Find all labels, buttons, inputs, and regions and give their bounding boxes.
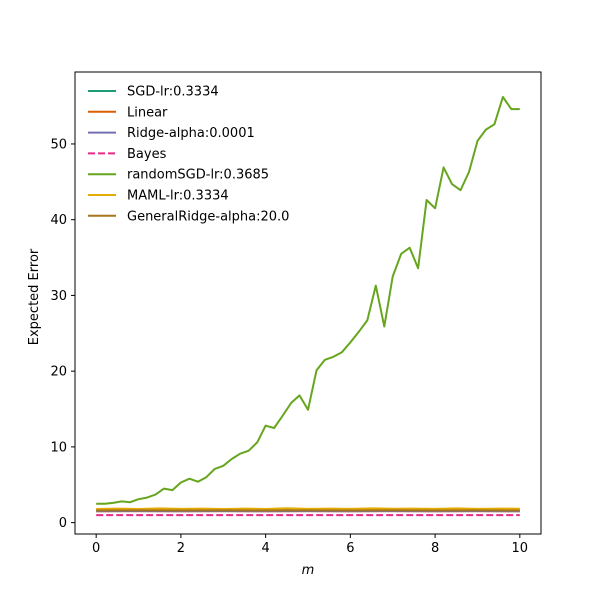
x-tick-label: 4 — [261, 541, 269, 556]
series-line — [96, 96, 520, 505]
series-line — [96, 507, 520, 510]
x-tick-label: 10 — [512, 541, 529, 556]
plot-area — [96, 96, 520, 517]
y-tick-label: 10 — [50, 440, 67, 455]
axes-frame — [74, 71, 542, 535]
legend-label: Linear — [127, 105, 168, 120]
legend-label: MAML-lr:0.3334 — [127, 189, 229, 204]
x-tick-label: 0 — [92, 541, 100, 556]
x-axis-label: m — [302, 563, 315, 578]
legend-label: GeneralRidge-alpha:20.0 — [127, 209, 289, 224]
y-tick-label: 0 — [59, 516, 67, 531]
y-tick-label: 40 — [50, 213, 67, 228]
legend-label: SGD-lr:0.3334 — [127, 85, 219, 100]
y-axis-label: Expected Error — [27, 248, 42, 345]
legend-label: Ridge-alpha:0.0001 — [127, 126, 255, 141]
y-tick-label: 30 — [50, 289, 67, 304]
x-tick-label: 6 — [346, 541, 354, 556]
axes: 0 2 4 6 8 10 0 10 20 30 40 50 — [50, 71, 542, 556]
y-tick-label: 50 — [50, 137, 67, 152]
x-tick-label: 8 — [431, 541, 439, 556]
legend-label: randomSGD-lr:0.3685 — [127, 168, 269, 183]
x-tick-label: 2 — [177, 541, 185, 556]
y-tick-label: 20 — [50, 365, 67, 380]
legend-label: Bayes — [127, 147, 167, 162]
legend: SGD-lr:0.3334 Linear Ridge-alpha:0.0001 Bay… — [88, 85, 289, 224]
